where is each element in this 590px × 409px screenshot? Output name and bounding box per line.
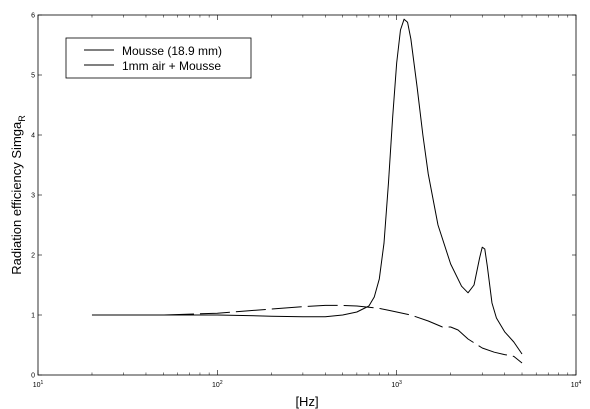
x-tick-label-exponent: 2 xyxy=(220,380,223,386)
y-tick-label: 6 xyxy=(31,13,35,20)
y-axis-label-main: Radiation efficiency Simga xyxy=(9,121,24,275)
x-tick-label-base: 10 xyxy=(571,382,579,389)
x-tick-label-base: 10 xyxy=(391,382,399,389)
x-tick-label: 104 xyxy=(571,380,582,389)
x-axis-label: [Hz] xyxy=(295,394,318,409)
legend-label-1: 1mm air + Mousse xyxy=(122,59,221,73)
series-line-0 xyxy=(91,18,523,355)
legend-box xyxy=(65,37,252,79)
series-layer xyxy=(91,18,523,364)
x-tick-label-exponent: 3 xyxy=(399,380,402,386)
series-line-1 xyxy=(91,304,523,364)
x-tick-label: 103 xyxy=(391,380,402,389)
y-tick-label: 2 xyxy=(31,253,35,260)
x-tick-label-exponent: 4 xyxy=(579,380,582,386)
x-tick-label-exponent: 1 xyxy=(41,380,44,386)
y-tick-label: 1 xyxy=(31,313,35,320)
x-tick-label-base: 10 xyxy=(33,382,41,389)
y-axis-label-subscript: R xyxy=(17,115,27,122)
x-tick-label-base: 10 xyxy=(212,382,220,389)
legend: Mousse (18.9 mm) 1mm air + Mousse xyxy=(65,37,252,79)
y-tick-label: 3 xyxy=(31,193,35,200)
y-tick-label: 0 xyxy=(31,373,35,380)
y-axis-label: Radiation efficiency SimgaR xyxy=(9,115,27,275)
y-tick-label: 4 xyxy=(31,133,35,140)
x-tick-label: 101 xyxy=(33,380,44,389)
y-tick-label: 5 xyxy=(31,73,35,80)
x-tick-label: 102 xyxy=(212,380,223,389)
legend-label-0: Mousse (18.9 mm) xyxy=(122,44,222,58)
